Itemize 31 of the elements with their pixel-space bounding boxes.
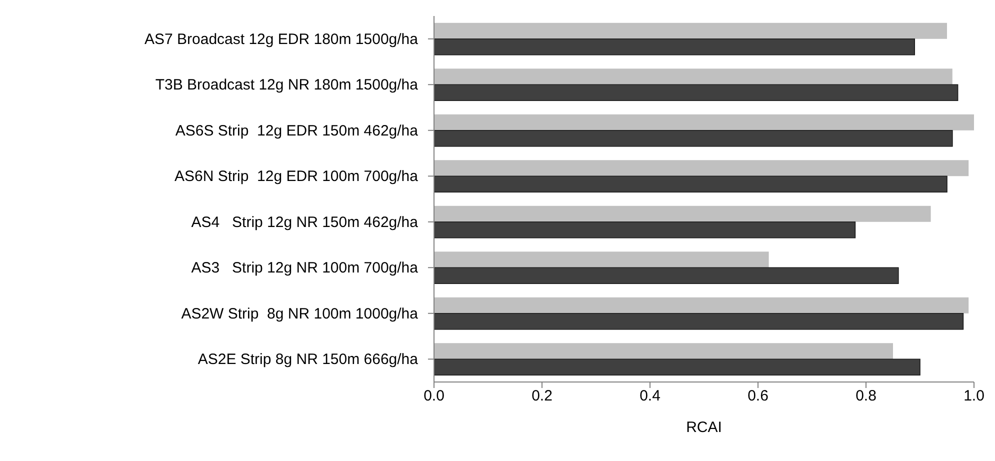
bar	[434, 358, 920, 376]
bar	[434, 221, 856, 238]
bar	[434, 312, 964, 330]
y-tick-label: AS2E Strip 8g NR 150m 666g/ha	[198, 351, 419, 368]
y-tick-label: AS3 Strip 12g NR 100m 700g/ha	[191, 260, 419, 277]
x-tick-label: 1.0	[964, 388, 984, 405]
bar	[434, 206, 931, 222]
y-tick-label: AS6S Strip 12g EDR 150m 462g/ha	[175, 122, 419, 140]
y-tick-label: AS4 Strip 12g NR 150m 462g/ha	[191, 214, 419, 231]
y-tick-label: AS2W Strip 8g NR 100m 1000g/ha	[181, 305, 419, 322]
bar	[434, 267, 899, 284]
bar	[434, 22, 947, 39]
bar	[434, 38, 915, 56]
x-tick-label: 0.8	[856, 388, 876, 405]
y-tick-label: AS7 Broadcast 12g EDR 180m 1500g/ha	[144, 30, 419, 48]
bar	[434, 343, 893, 360]
y-tick-label: AS6N Strip 12g EDR 100m 700g/ha	[174, 168, 419, 186]
bar	[434, 160, 969, 176]
x-tick-label: 0.0	[424, 388, 444, 405]
bar	[434, 84, 958, 102]
bar	[434, 297, 969, 314]
x-tick-label: 0.4	[640, 388, 660, 405]
bar	[434, 68, 952, 85]
bar	[434, 176, 948, 193]
y-tick-label: T3B Broadcast 12g NR 180m 1500g/ha	[155, 76, 419, 94]
x-axis-title: RCAI	[686, 419, 722, 436]
bar	[434, 114, 974, 130]
bar	[434, 130, 953, 147]
x-tick-label: 0.2	[532, 388, 552, 405]
bar	[434, 252, 769, 268]
x-tick-label: 0.6	[748, 388, 768, 405]
